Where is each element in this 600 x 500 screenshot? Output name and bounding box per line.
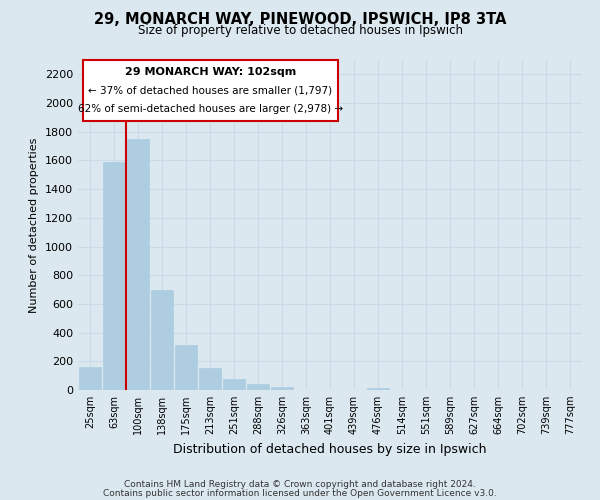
Bar [127, 139, 149, 390]
Text: Contains HM Land Registry data © Crown copyright and database right 2024.: Contains HM Land Registry data © Crown c… [124, 480, 476, 489]
Y-axis label: Number of detached properties: Number of detached properties [29, 138, 40, 312]
Text: ← 37% of detached houses are smaller (1,797): ← 37% of detached houses are smaller (1,… [88, 86, 332, 96]
Text: Contains public sector information licensed under the Open Government Licence v3: Contains public sector information licen… [103, 488, 497, 498]
X-axis label: Distribution of detached houses by size in Ipswich: Distribution of detached houses by size … [173, 442, 487, 456]
Bar [223, 378, 245, 390]
Text: 29, MONARCH WAY, PINEWOOD, IPSWICH, IP8 3TA: 29, MONARCH WAY, PINEWOOD, IPSWICH, IP8 … [94, 12, 506, 28]
Bar [175, 345, 197, 390]
Text: Size of property relative to detached houses in Ipswich: Size of property relative to detached ho… [137, 24, 463, 37]
Text: 62% of semi-detached houses are larger (2,978) →: 62% of semi-detached houses are larger (… [78, 104, 343, 114]
Bar [247, 384, 269, 390]
Bar [367, 388, 389, 390]
Bar [199, 368, 221, 390]
Bar [79, 367, 101, 390]
Bar [271, 387, 293, 390]
Text: 29 MONARCH WAY: 102sqm: 29 MONARCH WAY: 102sqm [125, 67, 296, 77]
Bar [151, 290, 173, 390]
Bar [103, 162, 125, 390]
